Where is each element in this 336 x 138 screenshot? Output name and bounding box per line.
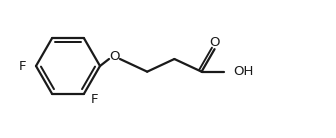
Text: F: F (18, 59, 26, 72)
Text: O: O (109, 50, 119, 63)
Text: O: O (209, 36, 220, 49)
Text: F: F (90, 93, 98, 106)
Text: OH: OH (234, 65, 254, 78)
